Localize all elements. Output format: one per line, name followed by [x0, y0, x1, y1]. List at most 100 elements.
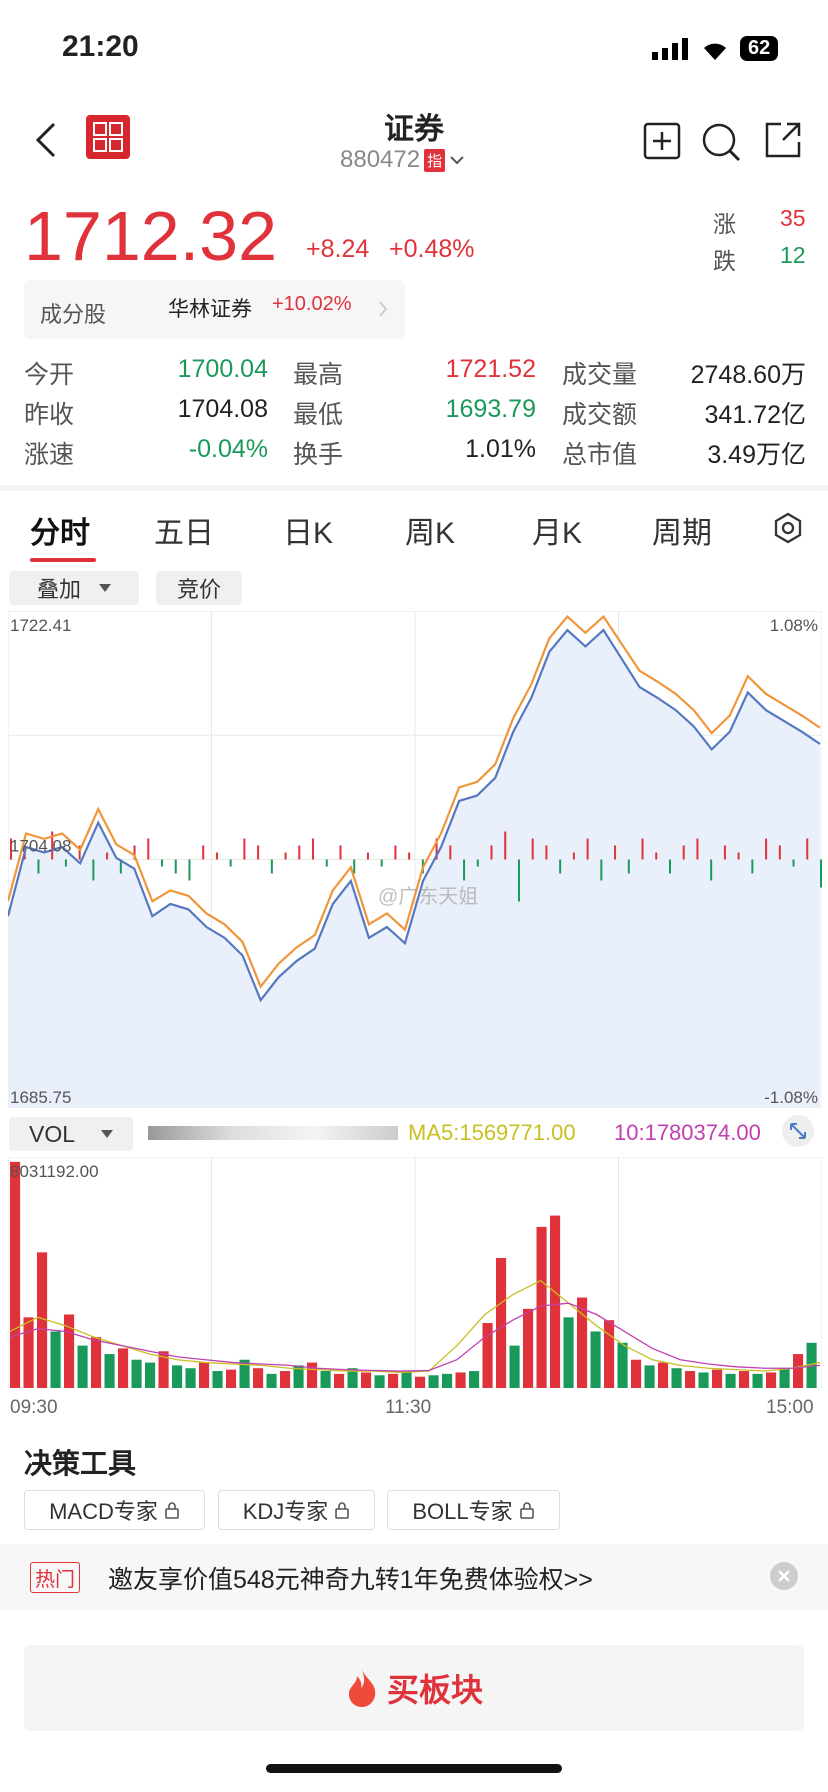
buy-sector-button[interactable]: 买板块	[24, 1645, 804, 1731]
flow-bar	[737, 852, 740, 860]
search-icon[interactable]	[701, 122, 741, 162]
caret-down-icon	[101, 1130, 114, 1138]
volume-bar	[401, 1371, 412, 1388]
tab-1[interactable]: 五日	[154, 517, 214, 550]
y-min-label: 1685.75	[10, 1088, 71, 1107]
auction-label: 竞价	[176, 577, 221, 602]
ma5-value: MA5:1569771.00	[408, 1120, 576, 1145]
tab-4[interactable]: 月K	[532, 517, 583, 550]
intraday-price-chart[interactable]: 1722.41 1704.08 1685.75 1.08% -1.08%	[8, 611, 822, 1108]
flow-bar	[641, 838, 644, 860]
back-icon[interactable]	[34, 122, 58, 158]
settings-icon[interactable]	[772, 512, 804, 544]
volume-bar	[455, 1372, 466, 1388]
tab-3[interactable]: 周K	[405, 517, 456, 550]
volume-bar	[50, 1331, 61, 1388]
tool-label: MACD专家	[49, 1499, 158, 1524]
y-mid-label: 1704.08	[10, 837, 71, 856]
stat-label: 涨速	[24, 441, 75, 469]
volume-bar	[91, 1337, 102, 1388]
tab-5[interactable]: 周期	[652, 517, 712, 550]
promo-banner[interactable]: 热门 邀友享价值548元神奇九转1年免费体验权>>	[0, 1544, 828, 1610]
flow-bar	[339, 845, 342, 860]
flow-bar	[408, 852, 411, 860]
volume-bar	[617, 1342, 628, 1388]
share-icon[interactable]	[763, 120, 803, 160]
tool-button[interactable]: BOLL专家	[387, 1490, 560, 1530]
volume-bar	[226, 1369, 237, 1388]
tab-2[interactable]: 日K	[283, 517, 334, 550]
volume-bar	[631, 1359, 642, 1388]
lock-icon	[335, 1502, 350, 1519]
volume-bar	[253, 1368, 264, 1388]
stat-value: 2748.60万	[690, 361, 806, 389]
flow-bar	[366, 852, 369, 860]
component-stock-row[interactable]: 成分股 华林证券 +10.02%	[24, 280, 405, 339]
volume-bar	[685, 1371, 696, 1388]
code-selector[interactable]: 880472 指	[340, 146, 465, 174]
status-time: 21:20	[62, 30, 139, 63]
ma10-value: 10:1780374.00	[614, 1120, 761, 1145]
flow-bar	[394, 845, 397, 860]
volume-bar	[644, 1365, 655, 1388]
component-pct: +10.02%	[272, 293, 352, 315]
promo-text[interactable]: 邀友享价值548元神奇九转1年免费体验权>>	[108, 1566, 593, 1594]
tool-button[interactable]: MACD专家	[24, 1490, 205, 1530]
volume-chart[interactable]: 8031192.00	[8, 1157, 822, 1388]
chevron-down-icon	[450, 156, 464, 165]
flow-bar	[106, 852, 109, 860]
caret-down-icon	[99, 584, 111, 592]
up-label: 涨	[713, 211, 736, 237]
flow-bar	[778, 845, 781, 860]
tools-title: 决策工具	[24, 1448, 137, 1479]
close-button[interactable]	[770, 1562, 798, 1590]
price-line	[8, 628, 821, 1003]
flow-bar	[559, 859, 562, 874]
overlay-dropdown[interactable]: 叠加	[9, 571, 139, 605]
flow-bar	[600, 859, 603, 881]
flow-bar	[147, 838, 150, 860]
flow-bar	[627, 859, 630, 874]
tab-0[interactable]: 分时	[30, 517, 90, 550]
flow-bar	[353, 859, 356, 874]
volume-bar	[334, 1373, 345, 1388]
flow-bar	[751, 859, 754, 874]
price-change: +8.24	[306, 235, 370, 263]
flow-bar	[696, 838, 699, 860]
close-icon	[778, 1570, 790, 1582]
expand-icon	[790, 1123, 806, 1139]
down-count: 12	[780, 242, 806, 268]
stat-value: 341.72亿	[704, 401, 806, 429]
flow-bar	[586, 838, 589, 860]
pct-max-label: 1.08%	[770, 616, 818, 635]
flow-bar	[10, 838, 12, 860]
auction-button[interactable]: 竞价	[156, 571, 242, 605]
stat-label: 最高	[293, 361, 344, 389]
tool-button[interactable]: KDJ专家	[218, 1490, 375, 1530]
volume-bar	[131, 1359, 142, 1388]
flow-bar	[257, 845, 260, 860]
volume-bar	[212, 1371, 223, 1388]
price-change-pct: +0.48%	[389, 235, 475, 263]
flow-bar	[229, 859, 232, 867]
volume-bar	[698, 1372, 709, 1388]
volume-bar	[320, 1371, 331, 1388]
component-name: 华林证券	[168, 298, 252, 321]
flow-bar	[215, 852, 218, 860]
volume-bar	[104, 1354, 115, 1388]
volume-bar	[550, 1215, 561, 1388]
volume-bar	[293, 1365, 304, 1388]
expand-button[interactable]	[782, 1115, 814, 1147]
stat-label: 换手	[293, 441, 344, 469]
stat-value: 1721.52	[445, 355, 536, 383]
volume-bar	[509, 1345, 520, 1388]
indicator-dropdown[interactable]: VOL	[9, 1117, 133, 1151]
wifi-icon	[704, 43, 726, 60]
flame-icon	[348, 1670, 376, 1707]
broker-logo-mark	[93, 122, 123, 152]
overlay-label: 叠加	[36, 577, 81, 602]
volume-bar	[604, 1320, 615, 1388]
flow-bar	[463, 859, 466, 881]
add-watchlist-icon[interactable]	[643, 122, 681, 160]
flow-bar	[765, 838, 768, 860]
